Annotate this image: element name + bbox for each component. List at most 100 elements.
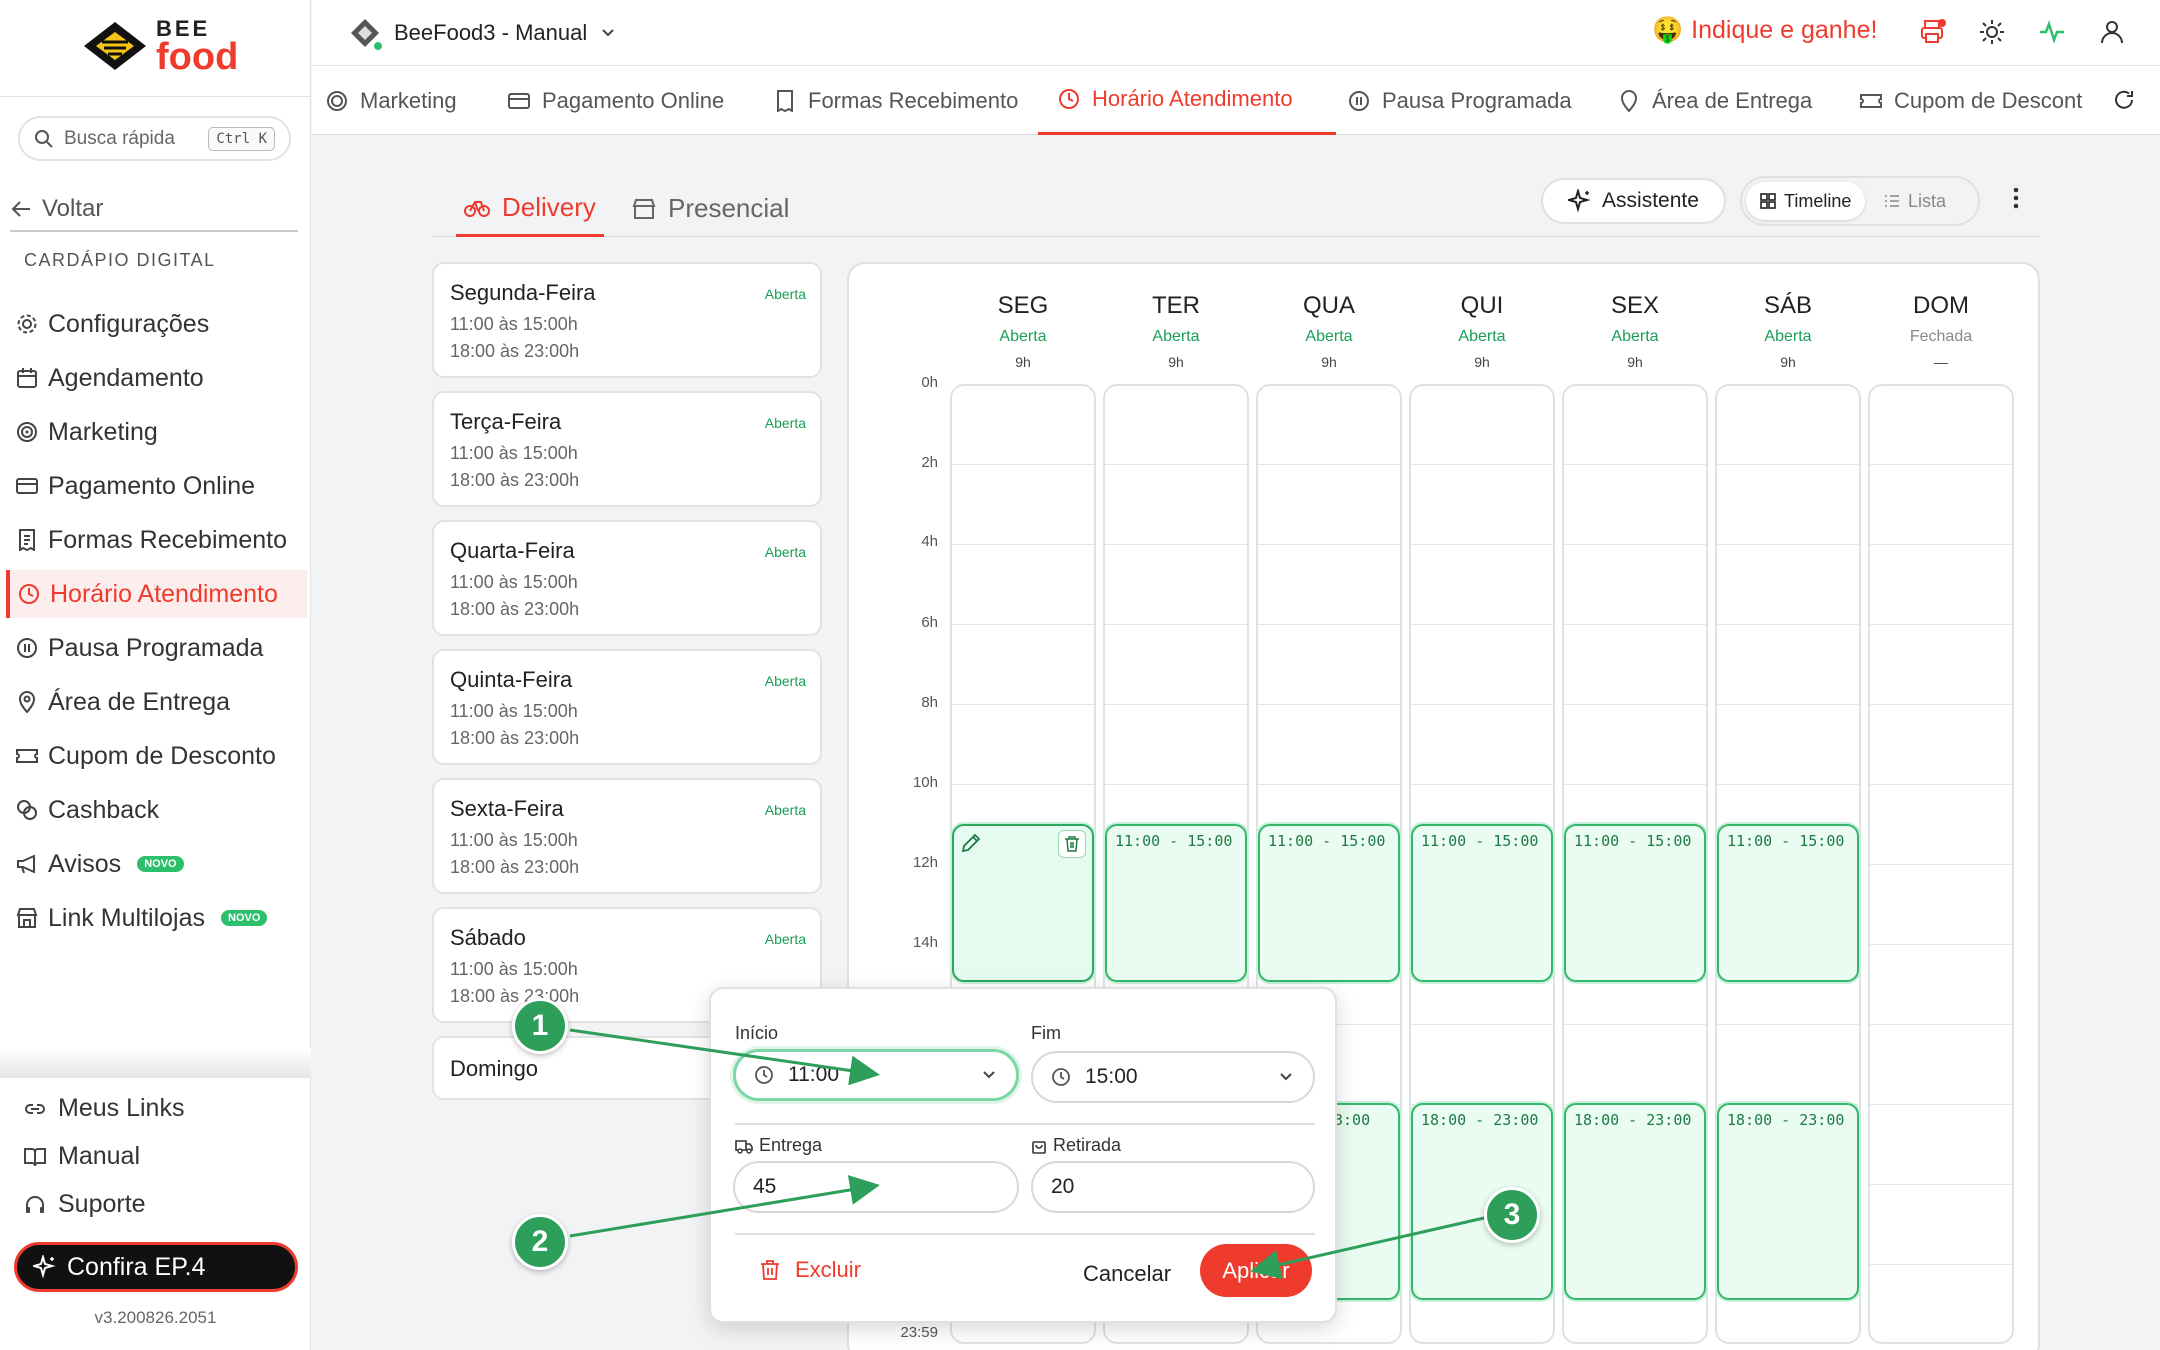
- hour-label: 0h: [921, 374, 938, 391]
- sidebar-item-pagamento-online[interactable]: Pagamento Online: [6, 462, 307, 510]
- sidebar-item-pausa-programada[interactable]: Pausa Programada: [6, 624, 307, 672]
- hour-label: 12h: [912, 854, 938, 871]
- trash-icon: [761, 1260, 779, 1280]
- store-name: BeeFood3 - Manual: [394, 20, 588, 45]
- brand-logo[interactable]: BEE food: [80, 18, 238, 76]
- tab-label: Pausa Programada: [1382, 87, 1572, 113]
- sidebar-item-avisos[interactable]: Avisos NOVO: [6, 840, 307, 888]
- tab-label: Horário Atendimento: [1092, 86, 1293, 111]
- manual-link[interactable]: Manual: [24, 1142, 140, 1171]
- meus-links-link[interactable]: Meus Links: [24, 1094, 184, 1123]
- day-card-quarta[interactable]: Quarta-Feira Aberta 11:00 às 15:00h 18:0…: [432, 520, 822, 636]
- cancel-button[interactable]: Cancelar: [1083, 1261, 1172, 1286]
- day-name: Segunda-Feira: [450, 280, 596, 305]
- referral-link[interactable]: 🤑 Indique e ganhe!: [1652, 16, 1877, 45]
- day-slot: 11:00 às 15:00h: [450, 830, 578, 850]
- delivery-time-input[interactable]: 45: [733, 1161, 1019, 1213]
- delete-button[interactable]: Excluir: [759, 1257, 861, 1283]
- sidebar-item-agendamento[interactable]: Agendamento: [6, 354, 307, 402]
- list-view-button[interactable]: Lista: [1870, 182, 1960, 220]
- end-time-select[interactable]: 15:00: [1031, 1051, 1315, 1103]
- sidebar-item-label: Avisos: [48, 849, 122, 878]
- time-block-sab-evening[interactable]: 18:00 - 23:00: [1717, 1103, 1859, 1300]
- confira-episode-button[interactable]: Confira EP.4: [14, 1242, 298, 1292]
- activity-icon[interactable]: [2038, 18, 2066, 46]
- link-label: Manual: [58, 1142, 140, 1170]
- tab-horario-atendimento[interactable]: Horário Atendimento: [1038, 66, 1336, 135]
- quick-search[interactable]: Busca rápida Ctrl K: [18, 116, 291, 161]
- apply-button[interactable]: Aplicar: [1200, 1244, 1312, 1297]
- refresh-icon[interactable]: [2112, 88, 2136, 112]
- clock-icon: [19, 584, 39, 604]
- timeline-view-button[interactable]: Timeline: [1746, 182, 1866, 220]
- tab-label: Formas Recebimento: [808, 87, 1019, 113]
- time-block-sex-morning[interactable]: 11:00 - 15:00: [1564, 824, 1706, 982]
- sidebar-item-cupom-de-desconto[interactable]: Cupom de Desconto: [6, 732, 307, 780]
- link-label: Suporte: [58, 1190, 146, 1218]
- delete-block-button[interactable]: [1058, 830, 1086, 858]
- tab-cupom-de-desconto[interactable]: Cupom de Descont: [1860, 66, 2104, 135]
- tab-delivery[interactable]: Delivery: [456, 180, 604, 237]
- clock-icon: [755, 1066, 773, 1084]
- chevron-down-icon: [983, 1071, 995, 1079]
- tab-formas-recebimento[interactable]: Formas Recebimento: [774, 66, 1018, 135]
- sun-icon[interactable]: [1978, 18, 2006, 46]
- time-block-sex-evening[interactable]: 18:00 - 23:00: [1564, 1103, 1706, 1300]
- annotation-marker-3: 3: [1484, 1187, 1540, 1243]
- time-block-qui-morning[interactable]: 11:00 - 15:00: [1411, 824, 1553, 982]
- time-block-editor: Início 11:00 Fim 15:00 Entrega 45 Retira…: [709, 987, 1337, 1323]
- time-block-sab-morning[interactable]: 11:00 - 15:00: [1717, 824, 1859, 982]
- more-options-icon[interactable]: [2010, 186, 2022, 210]
- sidebar-item-label: Configurações: [48, 309, 210, 338]
- ticket-icon: [1860, 93, 1882, 108]
- sidebar-item-marketing[interactable]: Marketing: [6, 408, 307, 456]
- trash-icon: [1065, 836, 1079, 852]
- assistant-button[interactable]: Assistente: [1541, 178, 1726, 224]
- time-block-qua-morning[interactable]: 11:00 - 15:00: [1258, 824, 1400, 982]
- day-slot: 11:00 às 15:00h: [450, 443, 578, 463]
- sidebar-item-formas-recebimento[interactable]: Formas Recebimento: [6, 516, 307, 564]
- tab-pagamento-online[interactable]: Pagamento Online: [508, 66, 724, 135]
- sidebar-item-link-multilojas[interactable]: Link Multilojas NOVO: [6, 894, 307, 942]
- time-block-ter-morning[interactable]: 11:00 - 15:00: [1105, 824, 1247, 982]
- day-name: Domingo: [450, 1056, 539, 1081]
- sidebar-item-label: Pagamento Online: [48, 471, 256, 500]
- sidebar-item-configuracoes[interactable]: Configurações: [6, 300, 307, 348]
- store-icon: [632, 198, 656, 219]
- day-header-qua: QUA Aberta 9h: [1302, 292, 1355, 370]
- sidebar-item-cashback[interactable]: Cashback: [6, 786, 307, 834]
- day-card-segunda[interactable]: Segunda-Feira Aberta 11:00 às 15:00h 18:…: [432, 262, 822, 378]
- pencil-icon[interactable]: [960, 832, 982, 854]
- pickup-time-input[interactable]: 20: [1031, 1161, 1315, 1213]
- tab-area-de-entrega[interactable]: Área de Entrega: [1618, 66, 1812, 135]
- coins-icon: [17, 800, 37, 820]
- start-time-select[interactable]: 11:00: [733, 1049, 1019, 1101]
- day-card-quinta[interactable]: Quinta-Feira Aberta 11:00 às 15:00h 18:0…: [432, 649, 822, 765]
- hour-label: 4h: [921, 533, 938, 550]
- time-block-seg-selected[interactable]: [952, 824, 1094, 982]
- list-icon: [1885, 195, 1899, 207]
- sidebar-item-label: Marketing: [48, 417, 158, 446]
- tab-pausa-programada[interactable]: Pausa Programada: [1348, 66, 1572, 135]
- tab-marketing[interactable]: Marketing: [326, 66, 457, 135]
- sidebar-item-horario-atendimento[interactable]: Horário Atendimento: [6, 570, 307, 618]
- ticket-icon: [16, 749, 38, 763]
- tab-presencial[interactable]: Presencial: [632, 180, 789, 237]
- printer-icon[interactable]: [1920, 18, 1948, 46]
- day-slot: 18:00 às 23:00h: [450, 857, 580, 877]
- back-button[interactable]: Voltar: [10, 188, 298, 232]
- tab-label: Pagamento Online: [542, 87, 725, 113]
- day-column-dom[interactable]: [1868, 384, 2014, 1344]
- day-header-sab: SÁB Aberta 9h: [1763, 292, 1813, 370]
- user-icon[interactable]: [2098, 18, 2126, 46]
- sidebar-item-label: Horário Atendimento: [50, 579, 278, 608]
- day-card-sexta[interactable]: Sexta-Feira Aberta 11:00 às 15:00h 18:00…: [432, 778, 822, 894]
- day-card-terca[interactable]: Terça-Feira Aberta 11:00 às 15:00h 18:00…: [432, 391, 822, 507]
- store-selector[interactable]: BeeFood3 - Manual: [348, 16, 617, 52]
- sidebar-item-area-de-entrega[interactable]: Área de Entrega: [6, 678, 307, 726]
- suporte-link[interactable]: Suporte: [24, 1190, 146, 1219]
- hour-label: 8h: [921, 694, 938, 711]
- day-status: Aberta: [764, 286, 806, 302]
- day-status: Aberta: [764, 544, 806, 560]
- sidebar-item-label: Cupom de Desconto: [48, 741, 276, 770]
